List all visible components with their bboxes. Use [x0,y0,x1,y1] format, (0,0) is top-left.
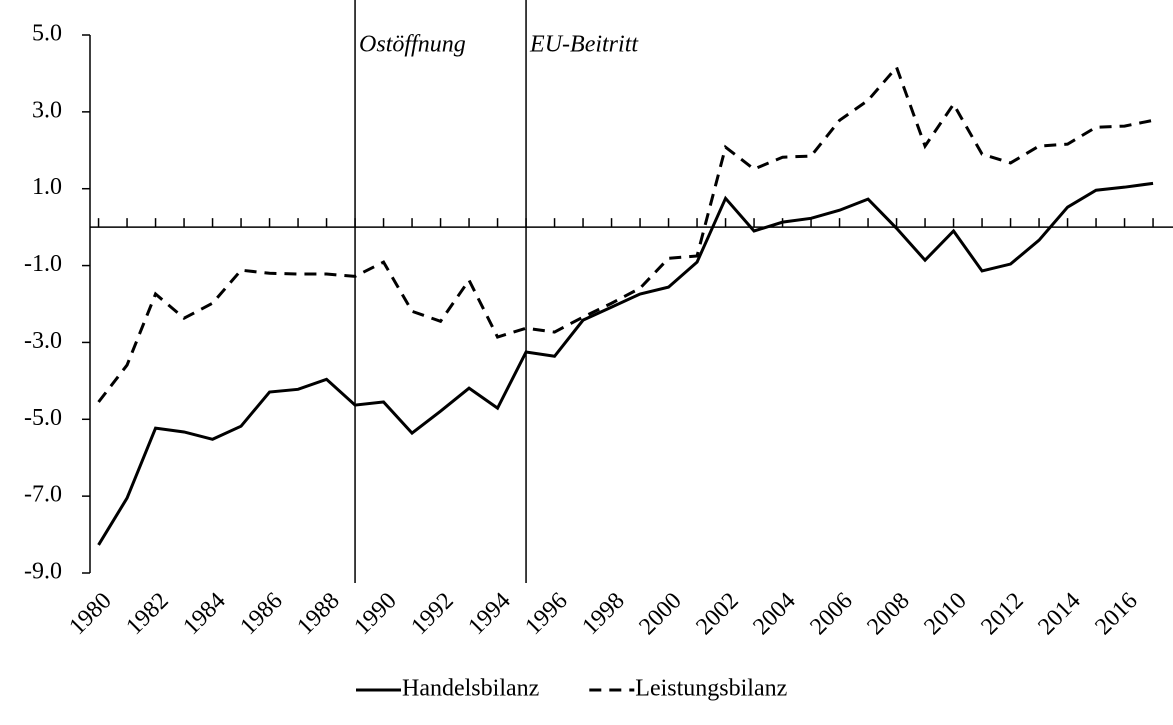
y-tick-label: -3.0 [24,328,62,354]
y-tick-label: 1.0 [32,174,62,200]
series-line [97,181,1154,546]
x-tick-label: 1994 [463,588,515,640]
x-tick-label: 2014 [1033,588,1085,640]
x-tick-label: 1992 [406,588,458,640]
x-tick-label: 1984 [178,588,230,640]
x-tick-label: 1990 [349,588,401,640]
y-tick-label: -5.0 [24,405,62,431]
y-tick-label: -7.0 [24,482,62,508]
y-tick-label: 3.0 [32,97,62,123]
x-tick-label: 2000 [634,588,686,640]
y-tick-label: -1.0 [24,251,62,277]
x-tick-label: 1982 [121,588,173,640]
x-tick-label: 1986 [235,588,287,640]
x-tick-label: 1996 [520,588,572,640]
x-tick-label: 1980 [64,588,116,640]
x-tick-label: 1988 [292,588,344,640]
series-line [97,64,1154,403]
x-tick-label: 2012 [976,588,1028,640]
legend-label: Leistungsbilanz [635,676,787,702]
x-tick-label: 2010 [919,588,971,640]
x-tick-label: 2016 [1090,588,1142,640]
x-tick-label: 2006 [805,588,857,640]
x-tick-label: 2008 [862,588,914,640]
annotation-text: EU-Beitritt [529,32,639,58]
x-tick-label: 2002 [691,588,743,640]
x-tick-label: 2004 [748,588,800,640]
x-tick-label: 1998 [577,588,629,640]
y-tick-label: 5.0 [32,21,62,47]
legend-label: Handelsbilanz [402,676,539,702]
annotation-text: Ostöffnung [359,32,466,58]
y-tick-label: -9.0 [24,559,62,585]
